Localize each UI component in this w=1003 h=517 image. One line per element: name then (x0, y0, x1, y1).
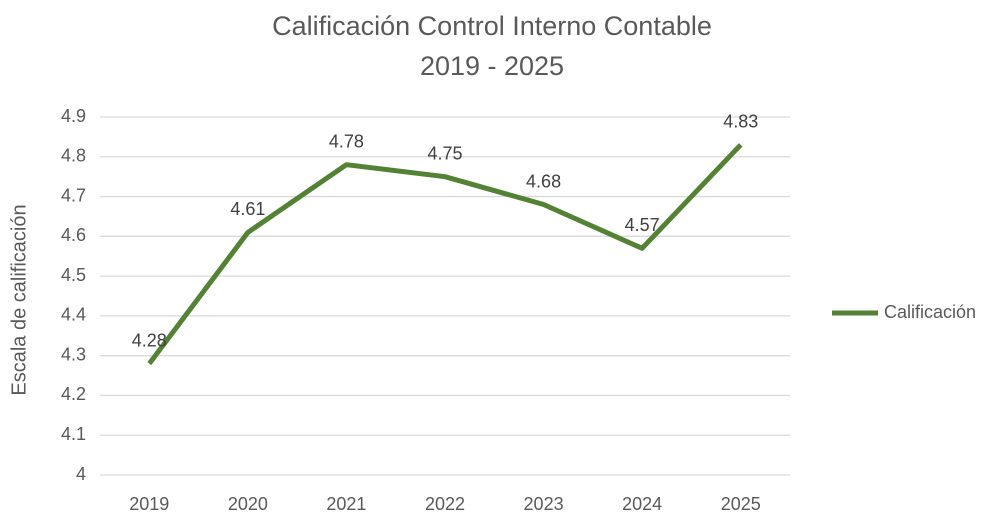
legend-label: Calificación (884, 302, 976, 322)
data-label: 4.57 (625, 215, 660, 235)
data-label: 4.83 (723, 112, 758, 132)
y-tick-label: 4.1 (61, 424, 86, 444)
y-axis-label: Escala de calificación (8, 204, 30, 395)
y-tick-label: 4 (76, 464, 86, 484)
y-tick-label: 4.5 (61, 265, 86, 285)
x-tick-label: 2022 (425, 494, 465, 514)
y-tick-label: 4.4 (61, 305, 86, 325)
data-label: 4.61 (230, 199, 265, 219)
x-tick-label: 2020 (228, 494, 268, 514)
data-label: 4.28 (132, 330, 167, 350)
y-tick-label: 4.9 (61, 106, 86, 126)
y-tick-label: 4.7 (61, 185, 86, 205)
y-tick-label: 4.3 (61, 344, 86, 364)
x-tick-label: 2025 (721, 494, 761, 514)
y-tick-label: 4.6 (61, 225, 86, 245)
y-tick-label: 4.8 (61, 146, 86, 166)
x-tick-label: 2023 (524, 494, 564, 514)
y-tick-label: 4.2 (61, 384, 86, 404)
data-line (147, 143, 743, 366)
data-label: 4.78 (329, 131, 364, 151)
x-tick-label: 2021 (326, 494, 366, 514)
x-tick-label: 2024 (622, 494, 662, 514)
data-label: 4.75 (427, 143, 462, 163)
chart-subtitle: 2019 - 2025 (420, 51, 564, 81)
chart-title: Calificación Control Interno Contable (272, 11, 712, 41)
data-label: 4.68 (526, 171, 561, 191)
x-tick-label: 2019 (129, 494, 169, 514)
